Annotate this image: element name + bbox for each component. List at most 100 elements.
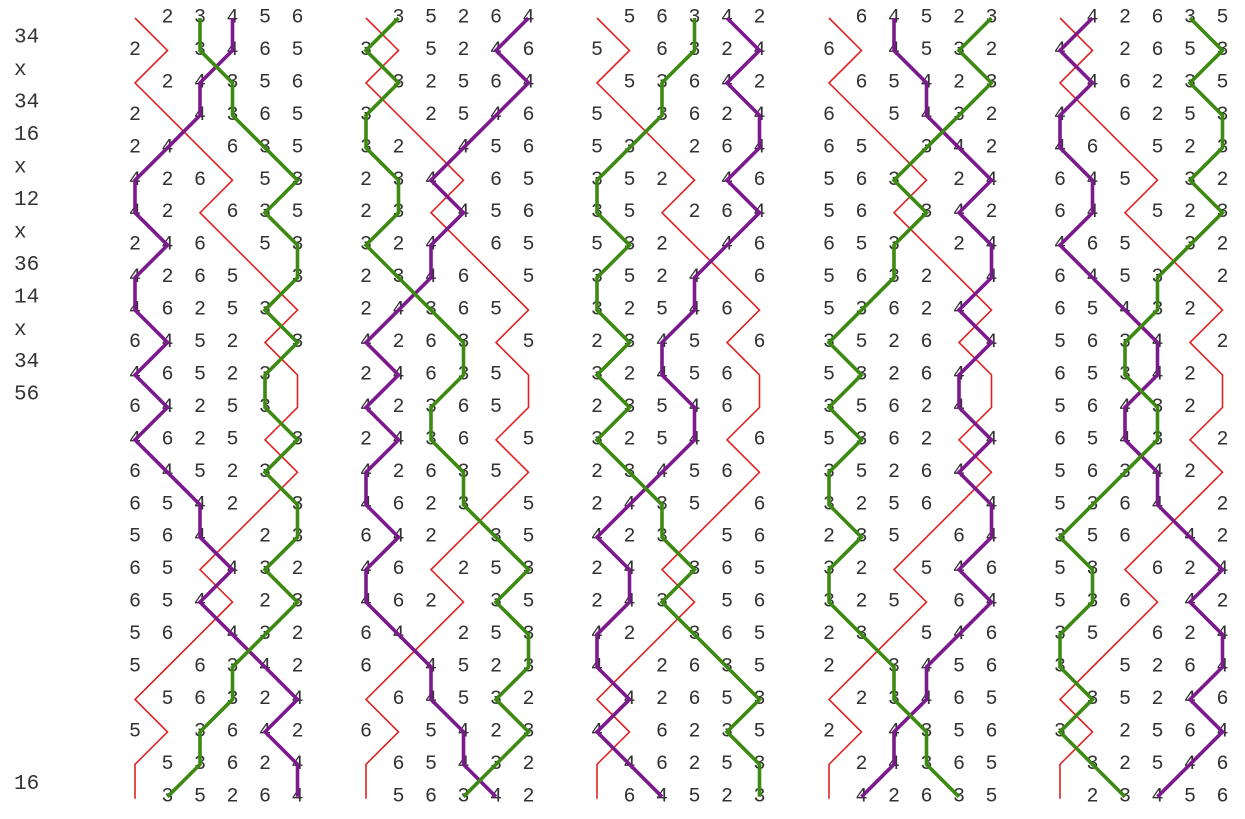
- bell-digit: 6: [490, 234, 502, 257]
- bell-digit: 5: [194, 785, 206, 808]
- bell-digit: 5: [721, 688, 733, 711]
- bell-digit: 5: [855, 331, 867, 354]
- bell-digit: 6: [291, 7, 303, 30]
- bell-digit: 6: [656, 7, 668, 30]
- bell-digit: 5: [161, 591, 173, 614]
- bell-digit: 2: [360, 201, 372, 224]
- bell-digit: 5: [591, 136, 603, 159]
- bell-digit: 2: [522, 753, 534, 776]
- bell-digit: 6: [522, 39, 534, 62]
- bell-digit: 5: [591, 39, 603, 62]
- bell-digit: 6: [721, 396, 733, 419]
- bell-digit: 2: [591, 331, 603, 354]
- bell-digit: 6: [753, 331, 765, 354]
- lead-column: 5 6 3 4 25 6 3 2 45 3 6 4 25 3 6 2 45 3 2 6 43 5 2 4 63 5 2 6 45 3 2 4 6…: [591, 7, 766, 809]
- bell-digit: 6: [1119, 71, 1131, 94]
- bell-digit: 2: [920, 428, 932, 451]
- bell-digit: 5: [161, 688, 173, 711]
- bell-digit: 6: [1086, 461, 1098, 484]
- bell-3-path: [1057, 16, 1226, 799]
- bell-digit: 5: [490, 558, 502, 581]
- bell-4-path: [860, 18, 995, 799]
- bell-digit: 6: [490, 7, 502, 30]
- bell-digit: 6: [1216, 688, 1228, 711]
- bell-digit: 5: [226, 396, 238, 419]
- bell-digit: 6: [291, 71, 303, 94]
- bell-digit: 2: [360, 266, 372, 289]
- bell-digit: 2: [623, 428, 635, 451]
- bell-digit: 5: [1086, 526, 1098, 549]
- lead-column: 3 5 2 6 4 3 5 2 4 6 3 2 5 6 4 3 2 5 4 6 3 2 4 5 6 2 3 4 6 5 2 3 4 5 6 3 2 4 6 5…: [360, 7, 535, 809]
- bell-digit: 6: [1119, 591, 1131, 614]
- bell-digit: 2: [656, 656, 668, 679]
- bell-digit: 2: [291, 558, 303, 581]
- bell-1-path: [364, 17, 530, 799]
- bell-digit: 2: [1216, 266, 1228, 289]
- bell-digit: 2: [392, 396, 404, 419]
- bell-digit: 5: [129, 656, 141, 679]
- bell-digit: 6: [226, 136, 238, 159]
- bell-digit: 2: [1184, 136, 1196, 159]
- bell-digit: 5: [888, 104, 900, 127]
- bell-digit: 5: [490, 201, 502, 224]
- bell-digit: 5: [129, 526, 141, 549]
- bell-digit: 2: [425, 526, 437, 549]
- bell-digit: 2: [823, 526, 835, 549]
- bell-digit: 6: [1119, 104, 1131, 127]
- bell-digit: 5: [1216, 71, 1228, 94]
- bell-1-path: [595, 17, 761, 799]
- bell-digit: 2: [1119, 7, 1131, 30]
- bell-digit: 2: [721, 785, 733, 808]
- bell-digit: 5: [226, 266, 238, 289]
- bell-digit: 2: [129, 136, 141, 159]
- bell-digit: 6: [457, 396, 469, 419]
- place-notation-label: 16: [14, 124, 39, 147]
- bell-digit: 5: [888, 493, 900, 516]
- bell-digit: 5: [688, 363, 700, 386]
- bell-digit: 6: [753, 591, 765, 614]
- bell-digit: 2: [490, 656, 502, 679]
- bell-digit: 5: [721, 526, 733, 549]
- bell-digit: 5: [490, 396, 502, 419]
- bell-digit: 6: [920, 461, 932, 484]
- bell-digit: 2: [522, 785, 534, 808]
- bell-digit: 6: [920, 493, 932, 516]
- bell-digit: 2: [591, 461, 603, 484]
- bell-digit: 2: [457, 7, 469, 30]
- bell-digit: 6: [194, 688, 206, 711]
- bell-digit: 6: [823, 39, 835, 62]
- bell-digit: 6: [392, 753, 404, 776]
- bell-digit: 5: [161, 558, 173, 581]
- bell-3-path: [594, 18, 763, 797]
- bell-digit: 6: [425, 461, 437, 484]
- bell-digit: 5: [688, 331, 700, 354]
